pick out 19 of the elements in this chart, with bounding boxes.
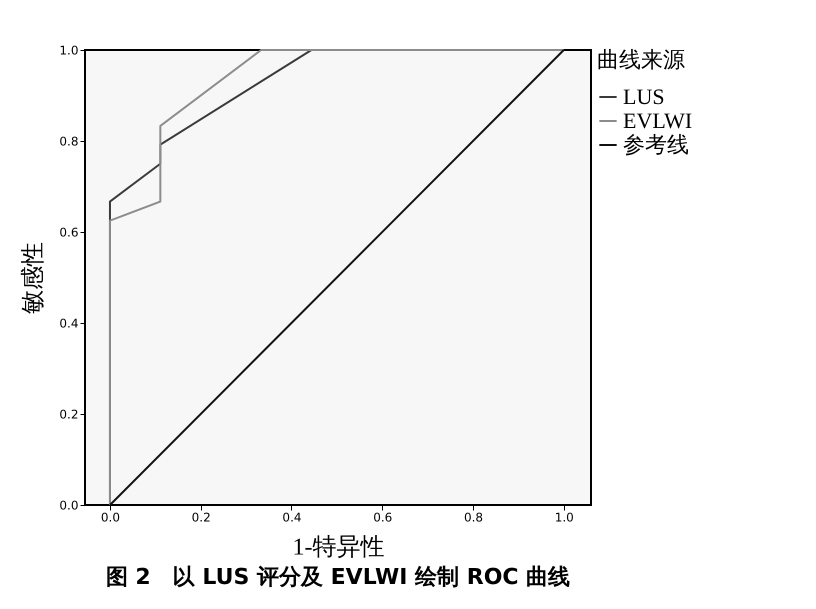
x-tick-label: 1.0 <box>554 510 574 524</box>
x-tick-label: 0.6 <box>373 510 392 524</box>
x-tick-label: 0.8 <box>464 510 484 524</box>
y-axis-title: 敏感性 <box>20 242 46 314</box>
y-tick-label: 0.4 <box>59 316 78 330</box>
y-tick-label: 0.2 <box>59 408 78 422</box>
x-tick-label: 0.0 <box>100 510 120 524</box>
y-tick-label: 0.0 <box>59 498 78 512</box>
legend-title: 曲线来源 <box>597 47 685 72</box>
x-axis-title: 1-特异性 <box>292 534 384 560</box>
legend-label: EVLWI <box>623 108 692 133</box>
y-tick-label: 1.0 <box>59 44 78 58</box>
text: 图 2 以 LUS 评分及 EVLWI 绘制 ROC 曲线 <box>106 565 570 590</box>
y-tick-label: 0.8 <box>59 134 78 148</box>
legend-label: 参考线 <box>623 132 689 157</box>
legend-label: LUS <box>623 84 665 109</box>
x-tick-label: 0.2 <box>192 510 211 524</box>
x-tick-label: 0.4 <box>282 510 302 524</box>
y-tick-label: 0.6 <box>59 226 78 240</box>
